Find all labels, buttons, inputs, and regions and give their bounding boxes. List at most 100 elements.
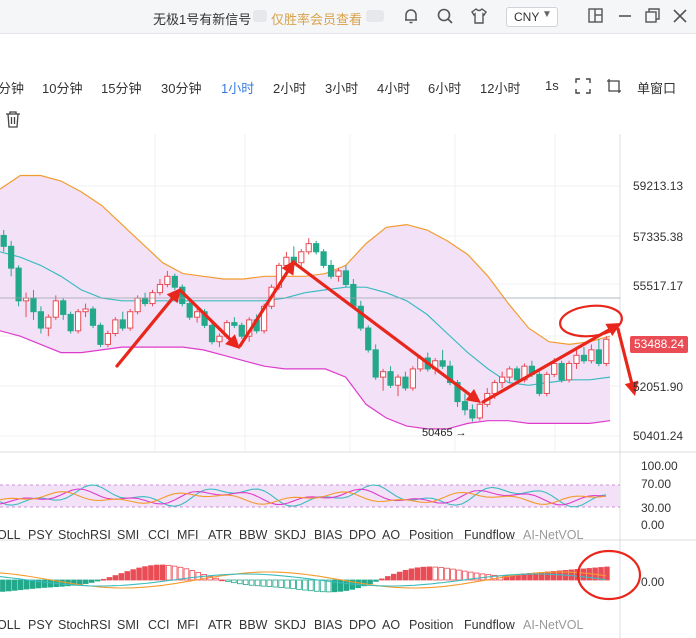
- ao-bar: [325, 579, 332, 593]
- indicator-tab-cci[interactable]: CCI: [148, 618, 170, 632]
- annotation-arrow: [291, 260, 481, 403]
- ao-bar: [183, 568, 190, 581]
- candle: [60, 298, 67, 320]
- external-window-icon[interactable]: [587, 7, 605, 25]
- vip-link[interactable]: 仅胜率会员查看: [271, 12, 363, 27]
- indicator-tab-ao[interactable]: AO: [382, 528, 401, 542]
- ao-bar: [396, 571, 403, 581]
- indicator-tab-fundflow[interactable]: Fundflow: [464, 528, 515, 542]
- ao-bar: [444, 567, 450, 581]
- ao-bar: [225, 579, 231, 582]
- y-tick-label: 59213.13: [633, 179, 684, 193]
- search-icon[interactable]: [436, 7, 454, 25]
- indicator-tab-skdj[interactable]: SKDJ: [274, 618, 306, 632]
- annotation-arrow: [179, 289, 240, 349]
- candle: [506, 366, 513, 383]
- tab-6h[interactable]: 6小时: [428, 81, 462, 96]
- tab-10min[interactable]: 10分钟: [42, 81, 83, 96]
- tab-4h[interactable]: 4小时: [377, 81, 411, 96]
- ao-bar: [248, 579, 255, 586]
- indicator-tab-stochrsi[interactable]: StochRSI: [58, 618, 111, 632]
- candle: [380, 368, 387, 391]
- candle: [119, 311, 126, 331]
- tab-12h[interactable]: 12小时: [480, 81, 521, 96]
- ao-bar: [171, 565, 178, 581]
- candle: [357, 300, 364, 331]
- fullscreen-icon[interactable]: [575, 78, 591, 94]
- indicator-tab-oll[interactable]: OLL: [0, 618, 21, 632]
- tab-2h[interactable]: 2小时: [273, 81, 307, 96]
- indicator-tab-position[interactable]: Position: [409, 618, 454, 632]
- ao-bar: [290, 579, 296, 590]
- candlestick-series: [0, 230, 610, 422]
- indicator-tab-bbw[interactable]: BBW: [239, 618, 268, 632]
- candle: [372, 344, 379, 380]
- tab-15min[interactable]: 15分钟: [101, 81, 142, 96]
- indicator-tab-position[interactable]: Position: [409, 528, 454, 542]
- candle: [8, 240, 15, 277]
- ao-bar: [17, 579, 24, 591]
- ao-bar: [23, 579, 30, 590]
- indicator-tab-stochrsi[interactable]: StochRSI: [58, 528, 111, 542]
- minimize-icon[interactable]: [616, 7, 634, 25]
- candle: [313, 240, 320, 255]
- single-window-button[interactable]: 单窗口: [637, 81, 677, 96]
- low-price-value: 50465: [422, 427, 453, 439]
- indicator-tab-mfi[interactable]: MFI: [177, 528, 199, 542]
- indicator-tab-smi[interactable]: SMI: [117, 618, 140, 632]
- indicator-tab-ao[interactable]: AO: [382, 618, 401, 632]
- indicator-tab-bias[interactable]: BIAS: [314, 618, 343, 632]
- indicator-tab-atr[interactable]: ATR: [208, 618, 233, 632]
- close-icon[interactable]: [671, 7, 689, 25]
- indicator-tab-psy[interactable]: PSY: [28, 528, 54, 542]
- tab-1h[interactable]: 1小时: [221, 81, 255, 96]
- osc-tick-label: 70.00: [641, 477, 672, 491]
- indicator-tab-smi[interactable]: SMI: [117, 528, 140, 542]
- indicator-tab-ai-netvol[interactable]: AI-NetVOL: [523, 528, 584, 542]
- ao-bar: [408, 568, 415, 581]
- ao-bar: [550, 571, 557, 581]
- osc-tick-label: 30.00: [641, 501, 672, 515]
- indicator-tab-oll[interactable]: OLL: [0, 528, 21, 542]
- tab-1min[interactable]: 分钟: [0, 81, 25, 96]
- ao-bar: [544, 571, 551, 581]
- trash-icon[interactable]: [5, 111, 21, 128]
- bell-icon[interactable]: [402, 7, 420, 25]
- osc-tick-label: 0.00: [641, 518, 665, 532]
- ao-tick-label: 0.00: [641, 575, 665, 589]
- restore-window-icon[interactable]: [644, 7, 662, 25]
- tab-1s[interactable]: 1s: [545, 78, 559, 93]
- ao-bar: [165, 564, 172, 581]
- indicator-tab-dpo[interactable]: DPO: [349, 528, 377, 542]
- indicator-tab-cci[interactable]: CCI: [148, 528, 170, 542]
- candle: [469, 404, 476, 422]
- indicator-tab-bbw[interactable]: BBW: [239, 528, 268, 542]
- candle: [394, 374, 402, 397]
- indicator-tab-dpo[interactable]: DPO: [349, 618, 377, 632]
- tab-3h[interactable]: 3小时: [325, 81, 359, 96]
- candle: [164, 270, 171, 288]
- tab-30min[interactable]: 30分钟: [161, 81, 202, 96]
- blurred-text: [366, 10, 384, 22]
- chart-area[interactable]: [0, 134, 696, 638]
- ao-bar: [296, 579, 302, 590]
- annotation-arrow: [616, 327, 639, 396]
- ao-bar: [154, 564, 160, 581]
- currency-dropdown[interactable]: CNY ▼: [506, 7, 558, 27]
- candle: [335, 268, 342, 282]
- candle: [194, 308, 201, 323]
- indicator-tab-ai-netvol[interactable]: AI-NetVOL: [523, 618, 584, 632]
- crosshair-icon[interactable]: [606, 78, 622, 94]
- indicator-tab-bias[interactable]: BIAS: [314, 528, 343, 542]
- indicator-tab-atr[interactable]: ATR: [208, 528, 233, 542]
- candle: [97, 322, 104, 348]
- low-price-callout: 50465 →: [422, 427, 467, 439]
- indicator-tab-skdj[interactable]: SKDJ: [274, 528, 306, 542]
- indicator-tab-fundflow[interactable]: Fundflow: [464, 618, 515, 632]
- candle: [327, 259, 335, 280]
- indicator-tab-psy[interactable]: PSY: [28, 618, 54, 632]
- ao-bar: [420, 566, 427, 581]
- shirt-icon[interactable]: [470, 7, 488, 25]
- indicator-tab-mfi[interactable]: MFI: [177, 618, 199, 632]
- ao-bar: [402, 569, 409, 581]
